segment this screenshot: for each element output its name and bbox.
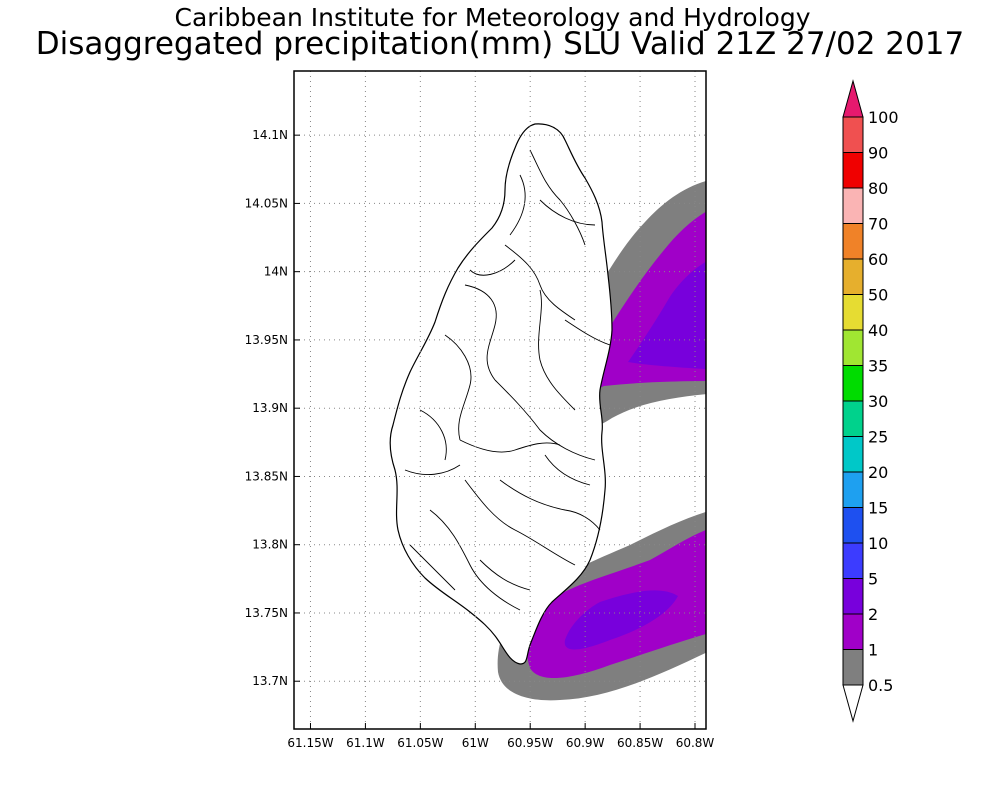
legend-level-label: 70 bbox=[868, 215, 888, 234]
lat-tick-label: 14.05N bbox=[245, 196, 288, 210]
legend-level-label: 20 bbox=[868, 463, 888, 482]
legend-level-label: 50 bbox=[868, 286, 888, 305]
lat-tick-label: 13.85N bbox=[245, 469, 288, 483]
legend-arrow-below bbox=[842, 684, 864, 723]
legend-level-label: 80 bbox=[868, 179, 888, 198]
legend-color-box bbox=[842, 365, 864, 402]
legend-level-label: 25 bbox=[868, 428, 888, 447]
legend-color-box bbox=[842, 187, 864, 224]
lon-tick-label: 60.9W bbox=[566, 736, 605, 750]
lat-tick-label: 14N bbox=[264, 265, 288, 279]
legend-color-box bbox=[842, 258, 864, 295]
rain-band-south-2mm bbox=[564, 590, 678, 650]
rain-band-north-2mm bbox=[628, 261, 706, 370]
lon-tick-label: 61.15W bbox=[287, 736, 333, 750]
latitude-axis: 14.1N 14.05N 14N 13.95N 13.9N 13.85N 13.8N 13.7… bbox=[245, 128, 300, 688]
legend-level-label: 1 bbox=[868, 641, 878, 660]
legend-level-label: 60 bbox=[868, 250, 888, 269]
lon-tick-label: 60.95W bbox=[507, 736, 553, 750]
legend-level-label: 90 bbox=[868, 144, 888, 163]
lon-tick-label: 60.8W bbox=[676, 736, 715, 750]
legend-color-box bbox=[842, 613, 864, 650]
legend-level-label: 100 bbox=[868, 108, 899, 127]
legend-color-box bbox=[842, 400, 864, 437]
lon-tick-label: 61.1W bbox=[346, 736, 385, 750]
legend-level-label: 10 bbox=[868, 534, 888, 553]
legend-level-label: 0.5 bbox=[868, 676, 893, 695]
legend-color-box bbox=[842, 578, 864, 615]
lon-tick-label: 61W bbox=[462, 736, 489, 750]
district-boundaries bbox=[404, 149, 611, 611]
map-title-product: Disaggregated precipitation(mm) SLU Vali… bbox=[35, 26, 965, 62]
lat-tick-label: 13.75N bbox=[245, 606, 288, 620]
legend-color-box bbox=[842, 649, 864, 686]
legend-color-box bbox=[842, 542, 864, 579]
legend-level-label: 2 bbox=[868, 605, 878, 624]
map-grid bbox=[294, 71, 706, 729]
legend-color-box bbox=[842, 152, 864, 189]
island-outline bbox=[389, 123, 613, 665]
lat-tick-label: 13.7N bbox=[252, 674, 288, 688]
legend-level-label: 40 bbox=[868, 321, 888, 340]
legend-color-box bbox=[842, 294, 864, 331]
precipitation-field bbox=[497, 181, 706, 701]
lat-tick-label: 13.8N bbox=[252, 538, 288, 552]
lon-tick-label: 61.05W bbox=[397, 736, 443, 750]
legend-color-box bbox=[842, 223, 864, 260]
legend-level-label: 15 bbox=[868, 499, 888, 518]
legend-level-label: 30 bbox=[868, 392, 888, 411]
legend-color-box bbox=[842, 329, 864, 366]
legend-arrow-above bbox=[842, 79, 864, 118]
map-title-organization: Caribbean Institute for Meteorology and … bbox=[174, 3, 811, 32]
legend-color-box bbox=[842, 507, 864, 544]
map-frame bbox=[293, 70, 707, 730]
lat-tick-label: 14.1N bbox=[252, 128, 288, 142]
legend-color-box bbox=[842, 471, 864, 508]
legend-color-box bbox=[842, 116, 864, 153]
legend-level-label: 35 bbox=[868, 357, 888, 376]
lon-tick-label: 60.85W bbox=[617, 736, 663, 750]
lat-tick-label: 13.9N bbox=[252, 401, 288, 415]
longitude-axis: 61.15W 61.1W 61.05W 61W 60.95W 60.9W 60.85W 60.… bbox=[287, 723, 714, 750]
legend-level-label: 5 bbox=[868, 570, 878, 589]
legend-color-box bbox=[842, 436, 864, 473]
lat-tick-label: 13.95N bbox=[245, 333, 288, 347]
